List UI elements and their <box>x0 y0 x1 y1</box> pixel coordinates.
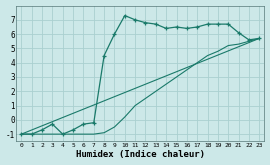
X-axis label: Humidex (Indice chaleur): Humidex (Indice chaleur) <box>76 150 205 159</box>
